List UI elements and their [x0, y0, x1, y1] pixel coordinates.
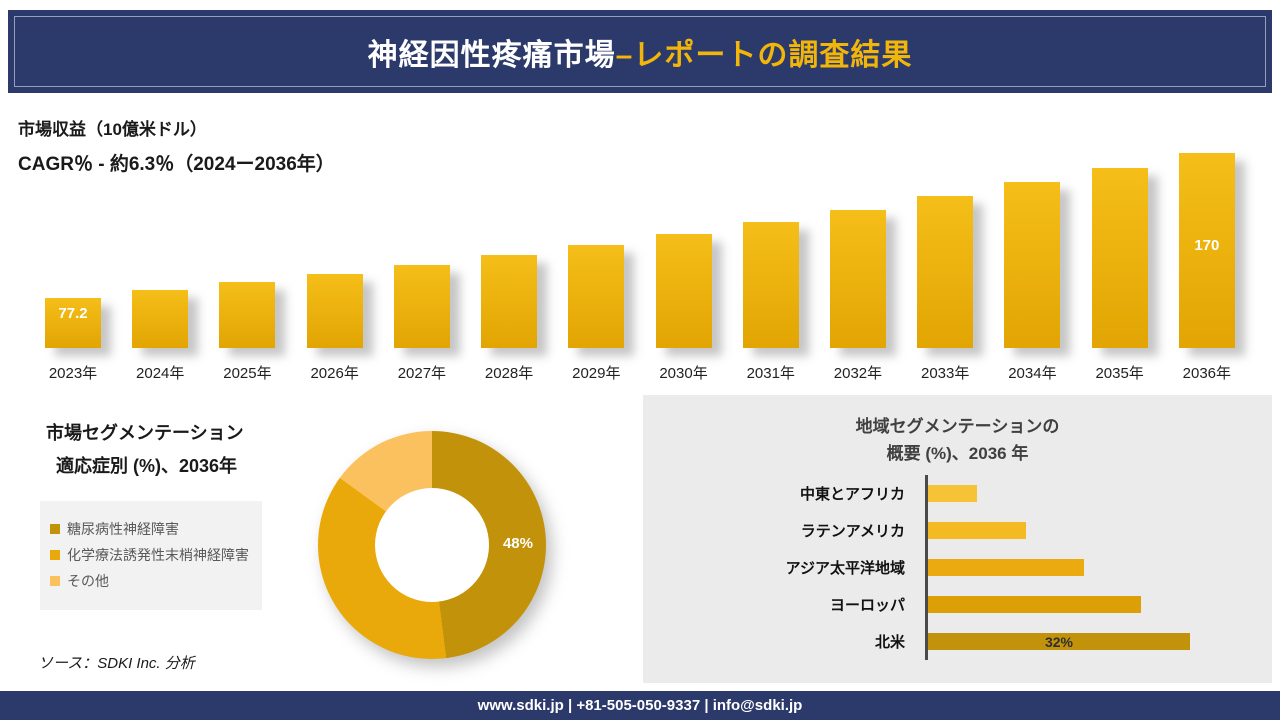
segmentation-title-line2: 適応症別 (%)、2036年 [56, 456, 238, 476]
revenue-bar [742, 222, 799, 348]
footer-contact-text: www.sdki.jp | +81-505-050-9337 | info@sd… [477, 697, 803, 714]
donut-chart [318, 431, 546, 659]
regional-bar-area: 32% [925, 623, 1246, 660]
regional-category-label: ラテンアメリカ [800, 523, 905, 540]
donut-chart-wrap: 48% [318, 431, 546, 659]
revenue-bar [1004, 182, 1061, 348]
header-inner-border: 神経因性疼痛市場–レポートの調査結果 [14, 16, 1266, 87]
legend-swatch [50, 576, 60, 586]
segmentation-title: 市場セグメンテーション 適応症別 (%)、2036年 [46, 417, 244, 483]
legend-swatch [50, 524, 60, 534]
segmentation-legend: 糖尿病性神経障害化学療法誘発性末梢神経障害 その他 [40, 501, 262, 610]
legend-item: 糖尿病性神経障害 [50, 520, 252, 539]
regional-bar-value-label: 32% [1044, 633, 1074, 650]
revenue-bar [481, 255, 538, 348]
revenue-bar-column: 2035年 [1089, 168, 1151, 383]
x-axis-label: 2032年 [833, 365, 883, 382]
x-axis-label: 2028年 [484, 365, 534, 382]
revenue-bar [1091, 168, 1148, 348]
revenue-chart-title: 市場収益（10億米ドル） [18, 120, 207, 139]
x-axis-label: 2035年 [1095, 365, 1144, 382]
legend-label: 化学療法誘発性末梢神経障害 [67, 547, 249, 563]
revenue-bar [917, 196, 974, 348]
revenue-bar: 170 [1178, 153, 1235, 348]
revenue-bar-column: 2034年 [1001, 182, 1063, 383]
page-title-accent: –レポートの調査結果 [615, 38, 913, 72]
revenue-bar-column: 2031年 [740, 222, 802, 383]
revenue-bar [393, 265, 450, 348]
regional-category-label: 北米 [874, 634, 905, 651]
regional-bar-area [925, 586, 1246, 623]
legend-item: その他 [50, 572, 252, 591]
header-banner: 神経因性疼痛市場–レポートの調査結果 [8, 10, 1272, 93]
regional-bar [928, 522, 1026, 539]
footer-bar: www.sdki.jp | +81-505-050-9337 | info@sd… [0, 691, 1280, 720]
regional-row: ヨーロッパ [659, 586, 1246, 623]
revenue-bar [568, 245, 625, 348]
revenue-bar [306, 274, 363, 348]
regional-rows: 中東とアフリカ ラテンアメリカアジア太平洋地域ヨーロッパ北米 32% [659, 475, 1246, 660]
revenue-bar-column: 2029年 [565, 245, 627, 383]
revenue-bar-column: 2026年 [304, 274, 366, 383]
regional-row: ラテンアメリカ [659, 512, 1246, 549]
x-axis-label: 2036年 [1182, 365, 1232, 382]
regional-title: 地域セグメンテーションの 概要 (%)、2036 年 [643, 413, 1272, 467]
revenue-bar-column: 2032年 [827, 210, 889, 383]
bar-value-label: 77.2 [58, 305, 88, 322]
regional-row: 北米 32% [659, 623, 1246, 660]
regional-category-label: 中東とアフリカ [799, 486, 905, 503]
regional-bar [928, 559, 1084, 576]
x-axis-label: 2031年 [746, 365, 795, 382]
revenue-bar [655, 234, 712, 348]
revenue-bar-column: 2028年 [478, 255, 540, 383]
revenue-bar-column: 2030年 [653, 234, 715, 383]
x-axis-label: 2030年 [659, 365, 708, 382]
revenue-bar-column: 2025年 [216, 282, 278, 383]
segmentation-panel: 市場セグメンテーション 適応症別 (%)、2036年 糖尿病性神経障害化学療法誘… [0, 395, 642, 683]
legend-label: その他 [67, 573, 109, 589]
bar-value-label: 170 [1194, 237, 1220, 254]
revenue-bar-chart: 77.2 2023年 2024年 2025年 2026年 2027年 2028年 2029年 2… [42, 153, 1238, 383]
revenue-bar [132, 290, 189, 348]
revenue-bar-column: 170 2036年 [1176, 153, 1238, 383]
regional-row: アジア太平洋地域 [659, 549, 1246, 586]
donut-value-label: 48% [502, 535, 533, 552]
legend-item: 化学療法誘発性末梢神経障害 [50, 546, 252, 565]
regional-row: 中東とアフリカ [659, 475, 1246, 512]
page-title: 神経因性疼痛市場–レポートの調査結果 [368, 30, 913, 74]
revenue-bar [219, 282, 276, 348]
page-title-main: 神経因性疼痛市場 [367, 38, 616, 72]
cagr-text: CAGR％ - 約6.3％（2024ー2036年） [18, 154, 335, 175]
regional-bar-area [925, 549, 1246, 586]
regional-category-label: アジア太平洋地域 [785, 560, 905, 577]
regional-bar [928, 596, 1141, 613]
x-axis-label: 2027年 [397, 365, 447, 382]
legend-label: 糖尿病性神経障害 [67, 521, 179, 537]
regional-panel: 地域セグメンテーションの 概要 (%)、2036 年 中東とアフリカ ラテンアメリ… [643, 395, 1272, 683]
x-axis-label: 2033年 [921, 365, 970, 382]
x-axis-label: 2029年 [572, 365, 621, 382]
revenue-bar-column: 2033年 [914, 196, 976, 383]
source-note: ソース：SDKI Inc. 分析 [38, 655, 195, 672]
regional-title-line1: 地域セグメンテーションの [855, 417, 1060, 436]
segmentation-title-line1: 市場セグメンテーション [46, 423, 244, 443]
legend-swatch [50, 550, 60, 560]
x-axis-label: 2026年 [310, 365, 359, 382]
revenue-bar-column: 2024年 [129, 290, 191, 383]
regional-bar [928, 485, 977, 502]
x-axis-label: 2025年 [223, 365, 272, 382]
revenue-bar-column: 77.2 2023年 [42, 298, 104, 383]
regional-bar-area [925, 475, 1246, 512]
revenue-bar: 77.2 [45, 298, 101, 348]
revenue-bar-column: 2027年 [391, 265, 453, 383]
regional-title-line2: 概要 (%)、2036 年 [886, 444, 1029, 463]
revenue-section: 市場収益（10億米ドル） CAGR％ - 約6.3％（2024ー2036年） 7… [0, 93, 1280, 395]
x-axis-label: 2023年 [48, 365, 98, 382]
regional-bar: 32% [928, 633, 1190, 650]
regional-bar-area [925, 512, 1246, 549]
x-axis-label: 2024年 [136, 365, 185, 382]
x-axis-label: 2034年 [1008, 365, 1057, 382]
revenue-bar [829, 210, 886, 348]
regional-category-label: ヨーロッパ [829, 597, 905, 614]
